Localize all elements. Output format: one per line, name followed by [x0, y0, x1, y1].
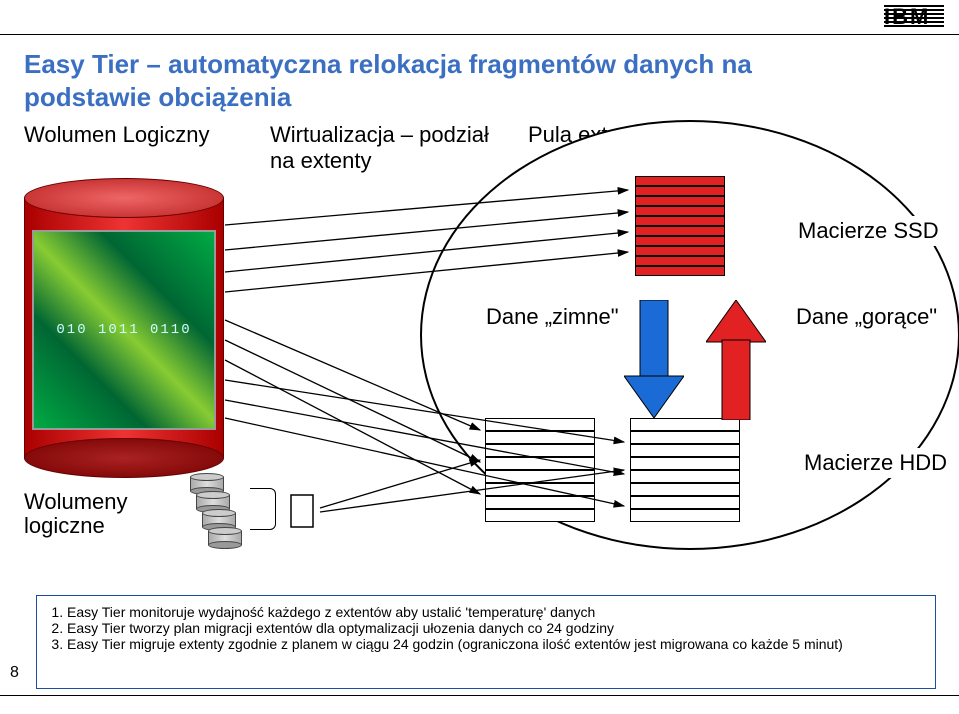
- label-volume-logical: Wolumen Logiczny: [24, 122, 209, 148]
- label-cold: Dane „zimne": [480, 302, 625, 332]
- note-item: Easy Tier tworzy plan migracji extentów …: [67, 620, 923, 636]
- bracket-icon: [250, 488, 276, 530]
- arrow-hot-up: [706, 300, 766, 420]
- divider-bottom: [0, 695, 959, 696]
- ibm-logo: IBM: [884, 5, 944, 29]
- label-hdd: Macierze HDD: [798, 448, 953, 478]
- label-ssd: Macierze SSD: [792, 216, 945, 246]
- data-overlay: 010 1011 0110: [32, 230, 216, 430]
- note-item: Easy Tier monitoruje wydajność każdego z…: [67, 604, 923, 620]
- empty-extent-symbol: [290, 494, 320, 528]
- note-item: Easy Tier migruje extenty zgodnie z plan…: [67, 636, 923, 652]
- ibm-logo-text: IBM: [884, 4, 930, 29]
- label-hot: Dane „gorące": [790, 302, 943, 332]
- label-volumes: Wolumenylogiczne: [24, 490, 128, 538]
- notes-box: Easy Tier monitoruje wydajność każdego z…: [36, 595, 936, 689]
- hdd-extent-stack-1: [485, 418, 595, 522]
- page-title: Easy Tier – automatyczna relokacja fragm…: [24, 48, 824, 113]
- ssd-extent-stack: [635, 176, 725, 276]
- page-number: 8: [10, 664, 19, 682]
- logical-volume-cylinder: 010 1011 0110: [24, 178, 224, 478]
- arrow-cold-down: [624, 300, 684, 420]
- hdd-extent-stack-2: [630, 418, 740, 522]
- divider-top: [0, 34, 959, 35]
- label-virtualization: Wirtualizacja – podziałna extenty: [270, 122, 500, 175]
